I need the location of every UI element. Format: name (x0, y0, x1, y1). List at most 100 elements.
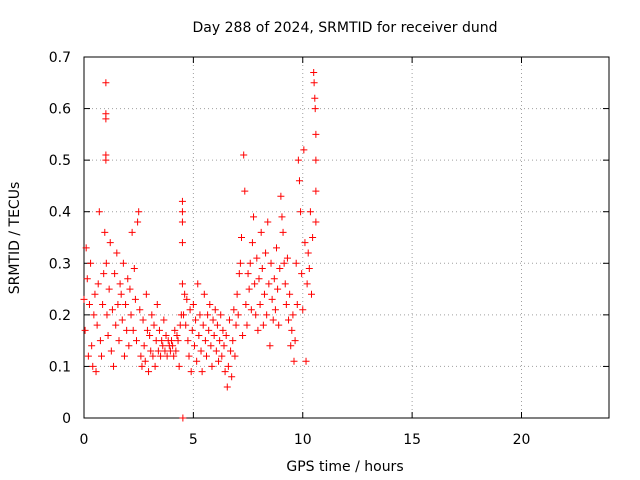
data-point (85, 301, 93, 309)
data-point (168, 337, 175, 345)
data-point (282, 301, 290, 309)
data-point (239, 331, 247, 339)
data-point (203, 352, 210, 360)
data-point (280, 259, 288, 267)
data-point (298, 270, 306, 278)
data-point (293, 301, 301, 309)
data-point (219, 326, 227, 334)
data-point (147, 347, 155, 355)
y-tick-label: 0 (62, 411, 71, 427)
data-point (151, 362, 159, 370)
data-point (107, 347, 115, 355)
x-tick-label: 20 (513, 432, 531, 448)
data-point (129, 326, 137, 334)
data-point (148, 311, 156, 319)
data-point (96, 337, 104, 345)
data-point (103, 311, 111, 319)
data-point (222, 331, 230, 339)
y-tick-label: 0.6 (49, 102, 71, 118)
data-point (221, 368, 229, 376)
data-point (231, 352, 239, 360)
data-point (216, 337, 224, 345)
data-point (258, 264, 266, 272)
data-point (220, 342, 228, 350)
data-point (174, 337, 182, 345)
data-point (104, 331, 112, 339)
data-point (88, 342, 96, 350)
y-axis-label: SRMTID / TECUs (7, 182, 23, 295)
data-point (116, 280, 124, 288)
data-point (308, 290, 315, 298)
data-point (252, 311, 260, 319)
data-point (143, 326, 151, 334)
data-point (193, 357, 201, 365)
x-tick-label: 10 (294, 432, 312, 448)
y-tick-label: 0.3 (49, 256, 71, 272)
data-point (210, 331, 218, 339)
data-point (227, 347, 235, 355)
data-point (94, 280, 102, 288)
data-point (232, 321, 240, 329)
data-point (99, 301, 107, 309)
data-point (149, 352, 157, 360)
data-point (256, 301, 264, 309)
data-point (225, 316, 233, 324)
data-points (80, 68, 320, 422)
data-point (242, 301, 250, 309)
data-point (114, 301, 122, 309)
data-point (262, 249, 270, 257)
data-point (183, 295, 191, 303)
data-point (281, 280, 289, 288)
data-point (267, 259, 275, 267)
data-point (228, 373, 236, 381)
data-point (238, 234, 245, 241)
data-point (93, 321, 101, 329)
data-point (264, 218, 272, 226)
data-point (142, 290, 150, 298)
data-point (90, 311, 98, 319)
data-point (310, 79, 318, 87)
data-point (223, 383, 231, 391)
data-point (137, 352, 145, 360)
y-tick-label: 0.5 (49, 153, 71, 169)
data-point (271, 306, 279, 314)
data-point (162, 331, 170, 339)
data-point (291, 337, 299, 345)
data-point (189, 301, 197, 309)
data-point (297, 208, 305, 216)
data-point (218, 352, 226, 360)
data-point (194, 280, 202, 288)
data-point (257, 228, 265, 236)
data-point (285, 316, 293, 324)
data-point (217, 311, 225, 319)
data-point (122, 301, 130, 309)
data-point (240, 151, 248, 159)
data-point (294, 156, 302, 164)
data-point (278, 213, 286, 221)
data-point (206, 301, 214, 309)
data-point (276, 264, 284, 272)
data-point (128, 228, 136, 236)
x-tick-label: 15 (403, 432, 421, 448)
data-point (269, 316, 277, 324)
data-point (89, 362, 97, 370)
data-point (178, 208, 186, 216)
data-point (124, 275, 132, 283)
data-point (277, 192, 285, 200)
data-point (101, 228, 109, 236)
y-tick-label: 0.7 (49, 50, 71, 66)
data-point (123, 326, 131, 334)
data-point (209, 316, 217, 324)
data-point (195, 331, 203, 339)
data-point (145, 368, 153, 376)
data-point (184, 337, 192, 345)
y-tick-label: 0.2 (49, 308, 71, 324)
data-point (241, 187, 249, 195)
data-point (254, 326, 262, 334)
data-point (154, 347, 162, 355)
data-point (169, 342, 177, 350)
data-point (171, 326, 179, 334)
data-point (275, 321, 283, 329)
data-point (288, 326, 296, 334)
data-point (95, 208, 103, 216)
